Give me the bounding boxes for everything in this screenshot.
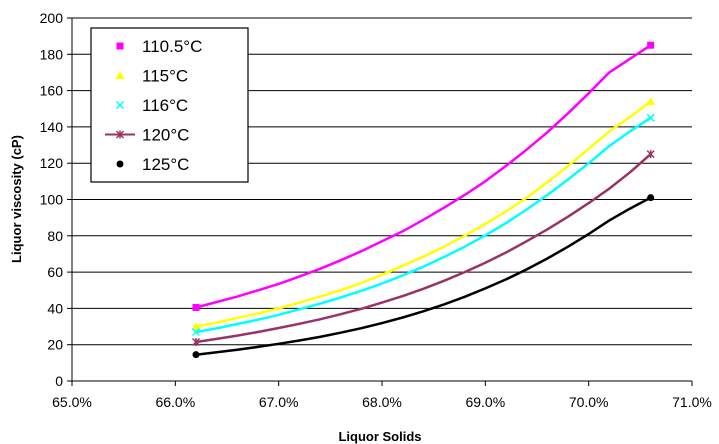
series-line xyxy=(194,152,652,344)
legend-marker xyxy=(115,71,125,79)
legend-marker xyxy=(116,42,124,50)
series-120-c xyxy=(191,150,655,347)
x-tick-label: 66.0% xyxy=(155,394,195,410)
data-point xyxy=(646,150,655,159)
y-tick-label: 40 xyxy=(47,300,63,316)
legend-item: 116°C xyxy=(115,96,188,115)
x-tick-label: 68.0% xyxy=(362,394,402,410)
y-tick-label: 160 xyxy=(40,83,64,99)
x-axis-ticks: 65.0% 66.0% 67.0% 68.0% 69.0% 70.0% 71.0% xyxy=(52,381,712,410)
y-tick-label: 140 xyxy=(40,119,64,135)
x-tick-label: 69.0% xyxy=(465,394,505,410)
y-tick-label: 100 xyxy=(40,192,64,208)
data-point xyxy=(191,327,201,337)
series-line xyxy=(194,196,652,356)
x-tick-label: 67.0% xyxy=(259,394,299,410)
legend-marker xyxy=(115,100,125,110)
legend-item: 110.5°C xyxy=(116,37,202,56)
y-tick-label: 80 xyxy=(47,228,63,244)
series-125-c xyxy=(192,194,655,359)
data-point xyxy=(647,194,655,202)
legend-item: 120°C xyxy=(105,126,189,145)
y-axis-ticks: 0 20 40 60 80 100 120 140 160 180 200 xyxy=(40,10,72,389)
x-axis-title: Liquor Solids xyxy=(338,429,421,444)
x-tick-label: 71.0% xyxy=(672,394,712,410)
data-point xyxy=(191,337,201,347)
series-group xyxy=(191,41,656,359)
legend-label: 120°C xyxy=(142,126,189,145)
data-point xyxy=(646,96,656,105)
legend-item: 115°C xyxy=(115,67,188,86)
y-tick-label: 180 xyxy=(40,46,64,62)
y-tick-label: 120 xyxy=(40,155,64,171)
legend-label: 125°C xyxy=(142,155,189,174)
legend-label: 116°C xyxy=(142,96,188,115)
legend-box xyxy=(90,27,249,183)
data-point xyxy=(191,322,201,331)
data-point xyxy=(647,41,655,49)
series-115-c xyxy=(191,96,656,331)
series-line xyxy=(194,116,652,334)
y-tick-label: 0 xyxy=(55,373,63,389)
legend-item: 125°C xyxy=(116,155,189,174)
y-axis-title: Liquor viscosity (cP) xyxy=(9,135,24,263)
legend: 110.5°C 115°C 116°C 120°C 125°C xyxy=(90,27,249,183)
series-line xyxy=(194,43,652,309)
legend-label: 115°C xyxy=(142,67,188,86)
y-tick-label: 200 xyxy=(40,10,64,26)
legend-label: 110.5°C xyxy=(142,37,202,56)
data-point xyxy=(192,351,200,359)
legend-marker xyxy=(116,160,124,168)
series-110-5-c xyxy=(192,41,655,311)
x-tick-label: 65.0% xyxy=(52,394,92,410)
x-tick-label: 70.0% xyxy=(569,394,609,410)
series-116-c xyxy=(191,113,655,337)
data-point xyxy=(646,113,655,122)
data-point xyxy=(192,303,200,311)
y-tick-label: 20 xyxy=(47,337,63,353)
legend-marker xyxy=(115,130,125,139)
y-tick-label: 60 xyxy=(47,264,63,280)
series-line xyxy=(194,100,652,328)
